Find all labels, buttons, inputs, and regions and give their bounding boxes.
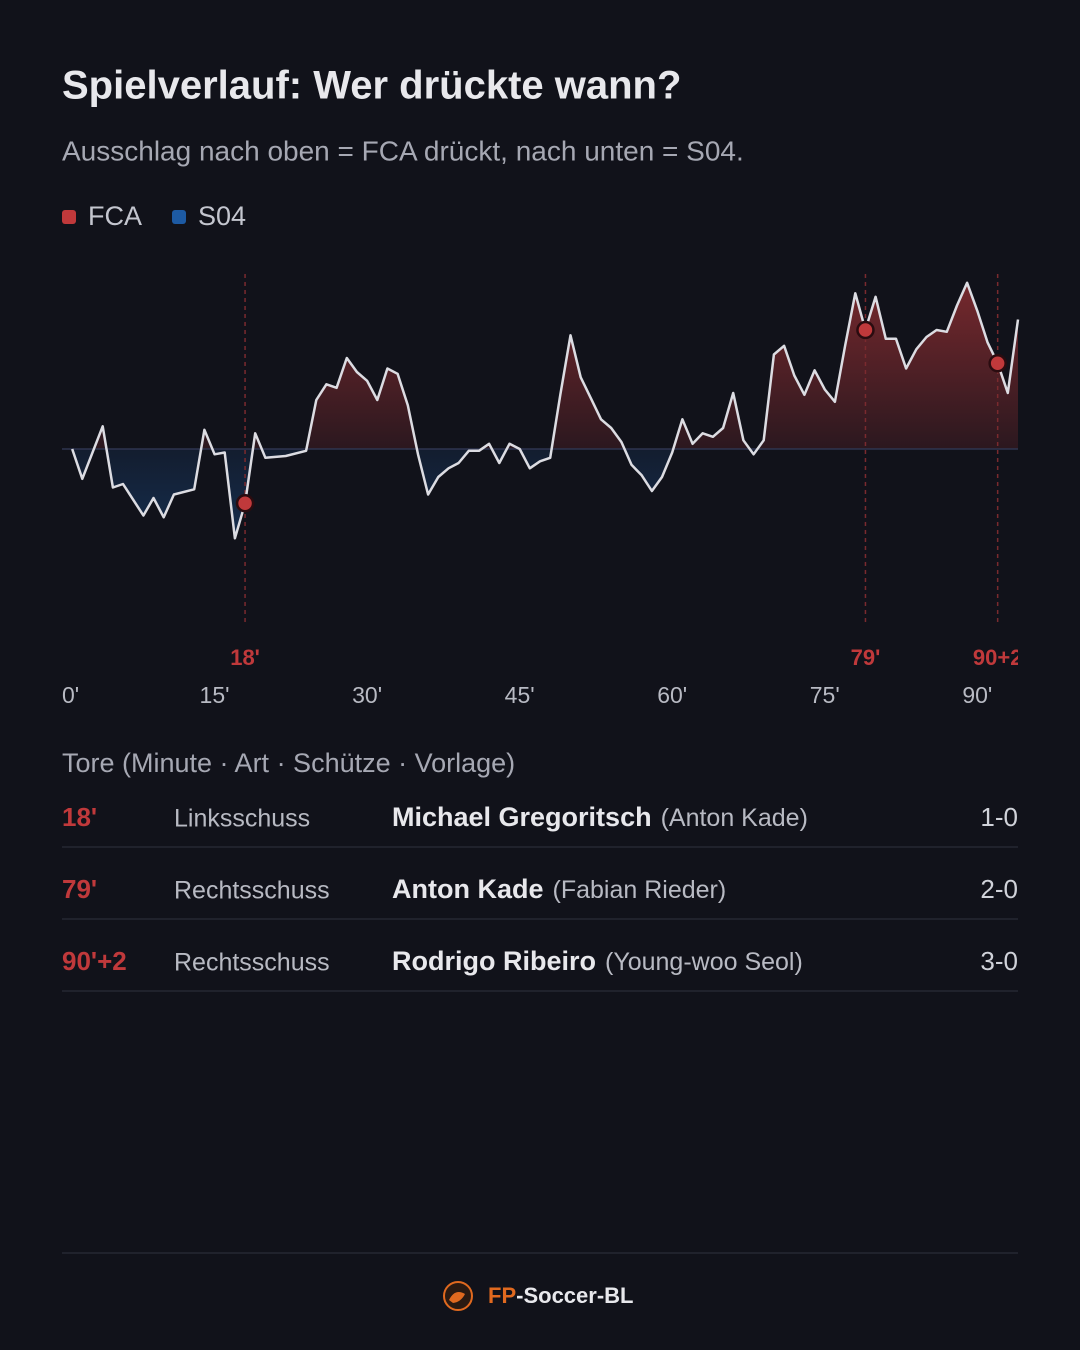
goal-assist: (Anton Kade) — [661, 804, 808, 832]
table-title: Tore (Minute · Art · Schütze · Vorlage) — [62, 748, 515, 778]
goal-minute: 79' — [62, 874, 97, 904]
goal-assist: (Young-woo Seol) — [605, 948, 803, 976]
goal-labels: 18' 79' 90+2 — [230, 645, 1023, 670]
goal-label: 90+2 — [973, 645, 1023, 670]
goal-minute: 18' — [62, 802, 97, 832]
x-tick-label: 45' — [505, 682, 535, 708]
goal-scorer-line: Rodrigo Ribeiro (Young-woo Seol) — [392, 946, 803, 976]
x-tick-label: 30' — [352, 682, 382, 708]
brand-b: -Soccer-BL — [516, 1283, 633, 1308]
goal-scorer-line: Anton Kade (Fabian Rieder) — [392, 874, 726, 904]
legend-swatch — [62, 210, 76, 224]
goal-score: 2-0 — [980, 874, 1018, 904]
goal-score: 3-0 — [980, 946, 1018, 976]
goal-assist: (Fabian Rieder) — [553, 876, 727, 904]
x-tick-label: 75' — [810, 682, 840, 708]
momentum-line — [71, 281, 1020, 540]
legend-label: S04 — [198, 201, 246, 231]
x-tick-label: 90' — [962, 682, 992, 708]
goal-type: Rechtsschuss — [174, 949, 330, 977]
goal-scorer-line: Michael Gregoritsch (Anton Kade) — [392, 802, 808, 832]
brand-a: FP — [488, 1283, 516, 1308]
x-tick-label: 15' — [200, 682, 230, 708]
goal-dot — [856, 320, 875, 340]
area-fca — [72, 282, 1018, 449]
footer-brand: FP-Soccer-BL — [488, 1283, 633, 1308]
area-s04 — [72, 449, 1018, 539]
goal-type: Linksschuss — [174, 805, 310, 833]
goal-dot — [988, 354, 1007, 373]
goal-scorer: Michael Gregoritsch — [392, 802, 652, 832]
goal-score: 1-0 — [980, 802, 1018, 832]
goal-type: Rechtsschuss — [174, 877, 330, 905]
x-tick-label: 60' — [657, 682, 687, 708]
goal-dot — [235, 494, 255, 513]
goal-scorer: Rodrigo Ribeiro — [392, 946, 596, 976]
goal-label: 79' — [851, 645, 881, 670]
x-tick-label: 0' — [62, 682, 79, 708]
goal-label: 18' — [230, 645, 260, 670]
legend-swatch — [172, 210, 186, 224]
subtitle: Ausschlag nach oben = FCA drückt, nach u… — [62, 135, 744, 166]
goal-minute: 90'+2 — [62, 946, 127, 976]
legend-label: FCA — [88, 201, 142, 231]
title: Spielverlauf: Wer drückte wann? — [62, 64, 681, 108]
logo — [443, 1281, 473, 1311]
goal-scorer: Anton Kade — [392, 874, 544, 904]
